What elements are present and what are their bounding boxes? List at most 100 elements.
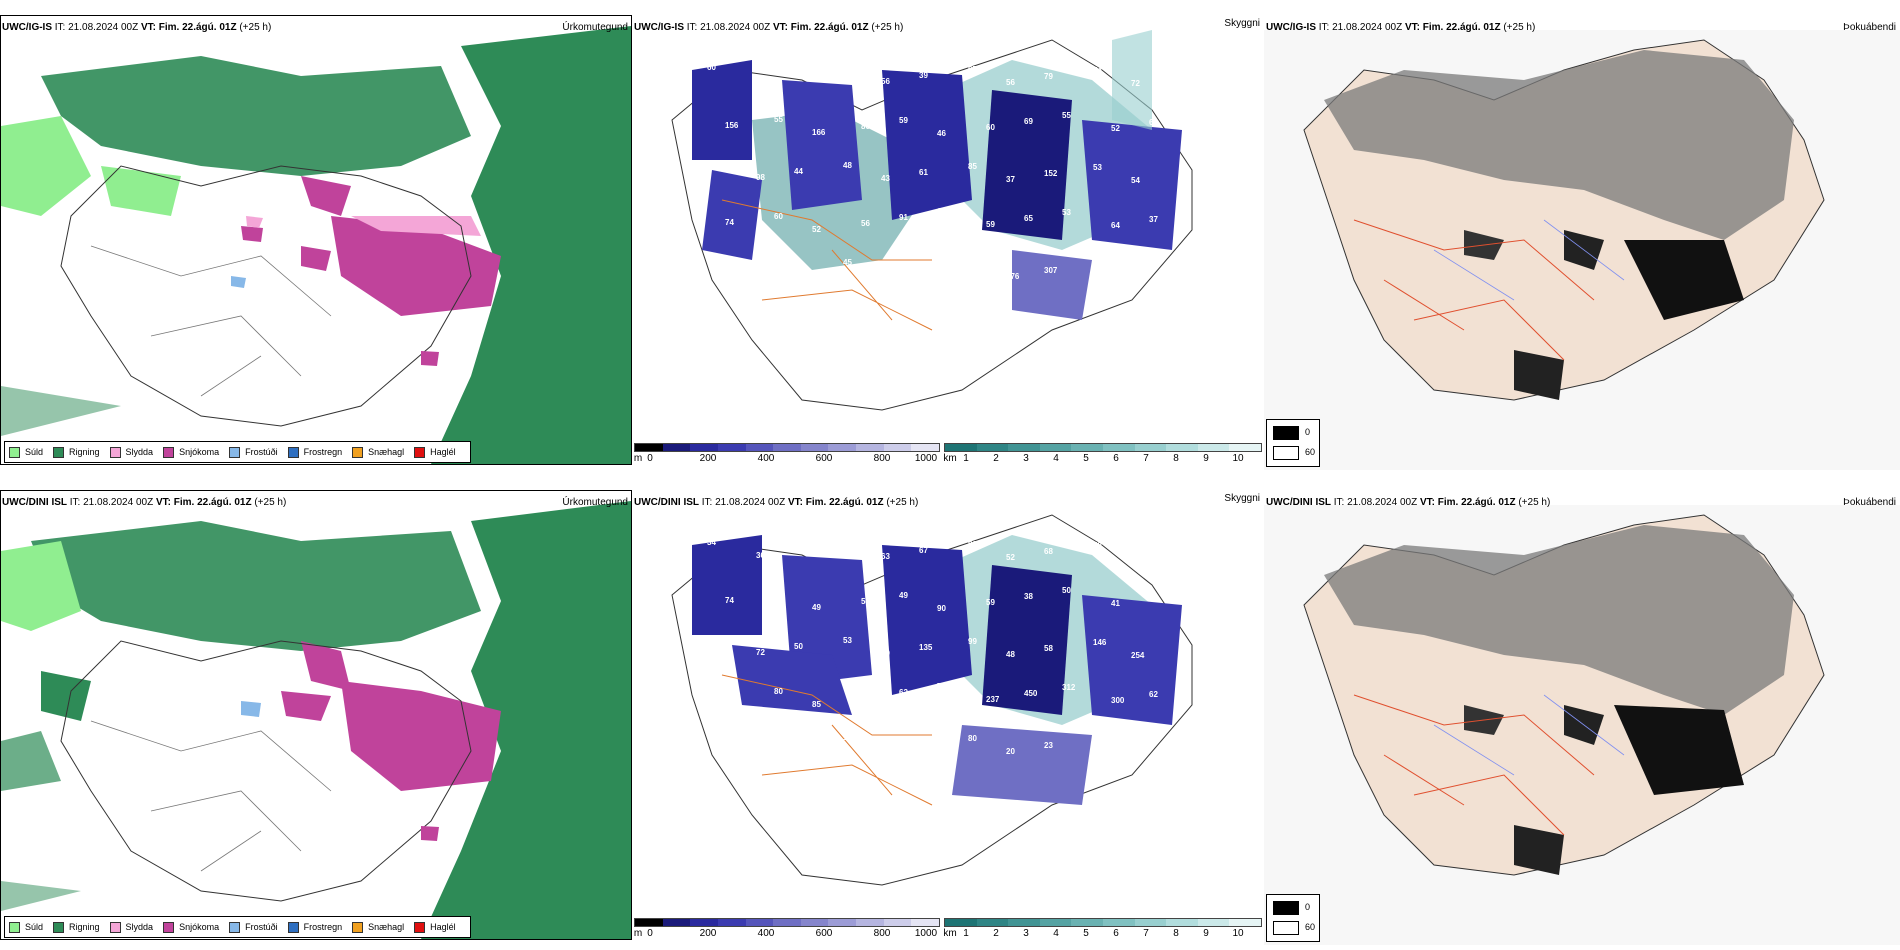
panel-title: UWC/DINI ISL IT: 21.08.2024 00Z VT: Fim.… xyxy=(1266,497,1550,508)
legend-label: Haglél xyxy=(430,922,456,932)
colorbar-tick: 800 xyxy=(873,928,891,939)
legend-label: Haglél xyxy=(430,447,456,457)
visibility-value-label: 43 xyxy=(881,174,890,183)
legend-swatch xyxy=(352,921,364,933)
colorbar-tick: 200 xyxy=(699,453,717,464)
visibility-value-label: 73 xyxy=(707,635,716,644)
visibility-value-label: 66 xyxy=(756,76,765,85)
legend-label: Frostregn xyxy=(303,922,343,932)
visibility-value-label: 23 xyxy=(1044,741,1053,750)
fog-legend: 0 60 xyxy=(1266,894,1320,942)
colorbar-cell xyxy=(1039,919,1072,926)
colorbar-tick: 5 xyxy=(1083,928,1089,939)
visibility-value-label: 20 xyxy=(1006,747,1015,756)
model-name: UWC/IG-IS xyxy=(2,22,52,33)
colorbar-cell xyxy=(1134,444,1167,451)
fog-index-map xyxy=(1264,30,1900,470)
it-value: 21.08.2024 00Z xyxy=(1332,22,1403,33)
visibility-value-label: 32 xyxy=(843,64,852,73)
legend-item: Frostúði xyxy=(229,921,278,933)
visibility-value-label: 65 xyxy=(1024,214,1033,223)
visibility-value-label: 85 xyxy=(968,162,977,171)
colorbar-cell xyxy=(717,919,746,926)
model-name: UWC/DINI ISL xyxy=(2,497,67,508)
model-name: UWC/IG-IS xyxy=(634,22,684,33)
colorbar-cell xyxy=(800,919,829,926)
colorbar-cell xyxy=(1166,444,1198,451)
colorbar-tick: 1 xyxy=(963,453,969,464)
forecast-row-dini-isl: UWC/DINI ISL IT: 21.08.2024 00Z VT: Fim.… xyxy=(0,475,1900,950)
lead-time: (+25 h) xyxy=(239,22,272,33)
legend-label: Frostúði xyxy=(245,922,278,932)
visibility-value-label: 29 xyxy=(1093,260,1102,269)
visibility-value-label: 52 xyxy=(1111,124,1120,133)
legend-label: Snjókoma xyxy=(179,447,220,457)
colorbar-cell xyxy=(1197,444,1230,451)
legend-label: Frostúði xyxy=(245,447,278,457)
legend-swatch xyxy=(414,921,426,933)
legend-label: Frostregn xyxy=(303,447,343,457)
visibility-value-label: 59 xyxy=(899,116,908,125)
height-colorbar-strip xyxy=(634,918,940,927)
legend-label: Slydda xyxy=(125,447,154,457)
visibility-value-label: 54 xyxy=(756,270,765,279)
visibility-value-label: 78 xyxy=(881,746,890,755)
colorbar-cell xyxy=(662,444,691,451)
visibility-value-label: 58 xyxy=(1131,273,1140,282)
precip-type-map xyxy=(1,16,631,464)
visibility-value-label: 198 xyxy=(968,259,982,268)
legend-item: Súld xyxy=(9,446,43,458)
legend-item: Snjókoma xyxy=(163,446,220,458)
legend-item: Rigning xyxy=(53,446,100,458)
colorbar-cell xyxy=(911,919,940,926)
visibility-panel: 34 36 40 66 63 67 83 52 68 52 125 74 44 49 59 49 90 59 38 5… xyxy=(632,475,1264,950)
visibility-value-label: 49 xyxy=(899,591,908,600)
visibility-value-label: 45 xyxy=(843,258,852,267)
visibility-value-label: 52 xyxy=(1006,553,1015,562)
precip-legend: Súld Rigning Slydda Snjókoma Frostúði Fr… xyxy=(4,916,471,938)
it-label: IT: xyxy=(701,497,713,508)
visibility-value-label: 44 xyxy=(794,167,803,176)
visibility-value-label: 64 xyxy=(1149,118,1158,127)
lead-time: (+25 h) xyxy=(254,497,287,508)
visibility-value-label: 79 xyxy=(1044,72,1053,81)
colorbar-tick: 4 xyxy=(1053,453,1059,464)
visibility-value-label: 36 xyxy=(756,551,765,560)
colorbar-tick: 7 xyxy=(1143,453,1149,464)
colorbar-tick: 400 xyxy=(757,453,775,464)
colorbar-cell xyxy=(635,919,663,926)
colorbar-cell xyxy=(773,444,801,451)
legend-swatch xyxy=(109,921,121,933)
visibility-value-label: 64 xyxy=(794,264,803,273)
visibility-value-label: 72 xyxy=(1131,79,1140,88)
visibility-value-label: 53 xyxy=(843,636,852,645)
colorbar-unit: km xyxy=(943,453,957,464)
legend-label: Snjókoma xyxy=(179,922,220,932)
visibility-value-label: 53 xyxy=(1093,163,1102,172)
model-name: UWC/DINI ISL xyxy=(634,497,699,508)
colorbar-unit: m xyxy=(633,453,643,464)
vt-label: VT: xyxy=(140,22,156,33)
visibility-value-label: 85 xyxy=(812,700,821,709)
visibility-value-label: 38 xyxy=(1024,592,1033,601)
precip-type-panel: UWC/DINI ISL IT: 21.08.2024 00Z VT: Fim.… xyxy=(0,475,632,950)
visibility-value-label: 52 xyxy=(812,225,821,234)
precip-legend: Súld Rigning Slydda Snjókoma Frostúði Fr… xyxy=(4,441,471,463)
colorbar-cell xyxy=(1134,919,1167,926)
colorbar-tick: 10 xyxy=(1232,453,1244,464)
legend-label: Súld xyxy=(25,922,44,932)
visibility-number-labels: 60 66 41 32 56 39 67 56 79 74 72 156 55 166 80 59 46 60 69… xyxy=(707,63,1158,282)
precip-type-panel: UWC/IG-IS IT: 21.08.2024 00Z VT: Fim. 22… xyxy=(0,0,632,475)
colorbar-cell xyxy=(1102,919,1135,926)
colorbar-cell xyxy=(1229,919,1261,926)
legend-swatch xyxy=(287,921,299,933)
lead-time: (+25 h) xyxy=(1518,497,1551,508)
visibility-map: 60 66 41 32 56 39 67 56 79 74 72 156 55 166 80 59 46 60 69… xyxy=(671,30,1193,411)
visibility-value-label: 55 xyxy=(1062,111,1071,120)
visibility-value-label: 98 xyxy=(756,173,765,182)
visibility-value-label: 50 xyxy=(1062,586,1071,595)
colorbar-tick: 3 xyxy=(1023,928,1029,939)
visibility-value-label: 62 xyxy=(1149,690,1158,699)
model-name: UWC/IG-IS xyxy=(1266,22,1316,33)
visibility-value-label: 83 xyxy=(968,540,977,549)
